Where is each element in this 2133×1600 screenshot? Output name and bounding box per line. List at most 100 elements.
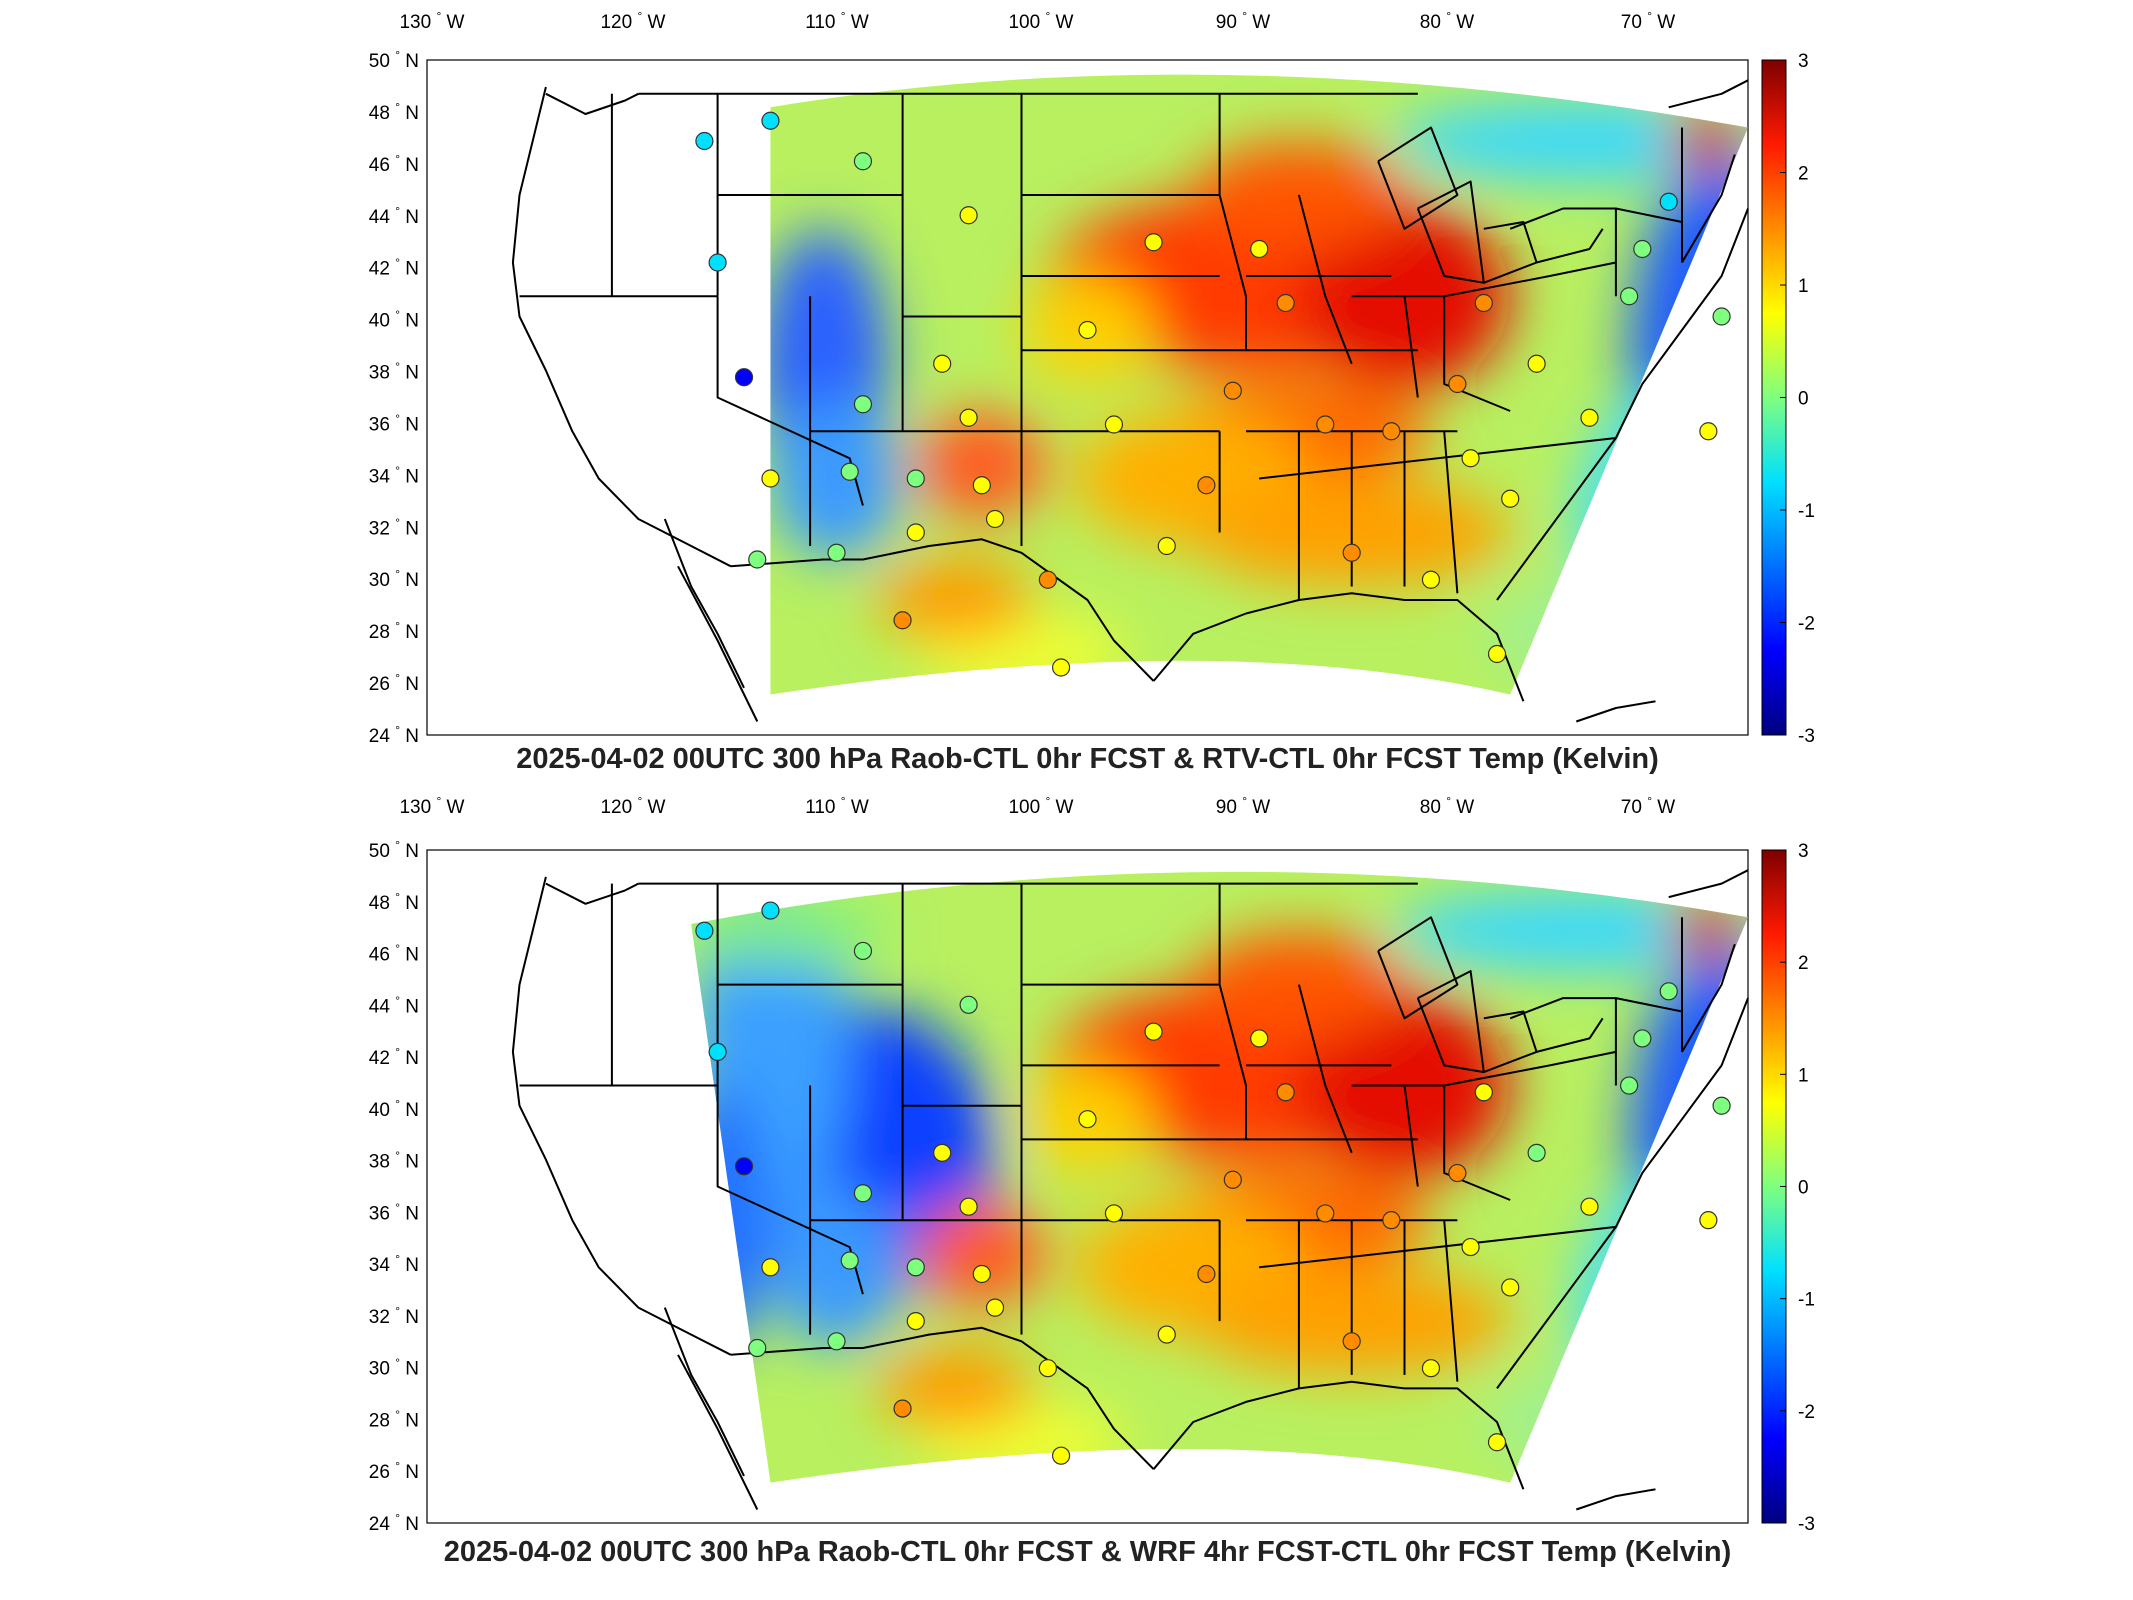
colorbar-tick-label: 0 xyxy=(1798,1178,1809,1199)
lon-tick-label: 70 ° W xyxy=(1621,794,1676,818)
lat-tick-label: 32 ° N xyxy=(369,515,419,539)
raob-station-marker xyxy=(1104,1204,1124,1223)
raob-station-marker xyxy=(906,1258,925,1277)
lon-tick-label: 110 ° W xyxy=(805,9,869,33)
border-line xyxy=(1444,1050,1617,1087)
lon-tick-label: 120 ° W xyxy=(600,794,665,818)
lat-tick-label: 34 ° N xyxy=(369,463,419,487)
raob-station-marker xyxy=(761,469,780,488)
raob-station-marker xyxy=(1276,293,1295,313)
raob-station-marker xyxy=(1038,570,1057,589)
raob-station-marker xyxy=(1487,1433,1507,1452)
raob-station-marker xyxy=(853,395,873,414)
lat-tick-label: 26 ° N xyxy=(369,671,419,695)
colorbar-tick-label: -2 xyxy=(1798,614,1815,635)
lon-tick-label: 80 ° W xyxy=(1420,794,1475,818)
raob-station-marker xyxy=(1474,1083,1493,1102)
border-line xyxy=(1297,194,1353,365)
lat-tick-label: 38 ° N xyxy=(369,1149,419,1173)
raob-station-marker xyxy=(1382,422,1401,441)
lon-tick-label: 80 ° W xyxy=(1420,9,1475,33)
raob-station-marker xyxy=(1448,1163,1467,1183)
panel-raob-rtv-map: 130 ° W 120 ° W 110 ° W 100 ° W 90 ° W 80 ° W… xyxy=(369,9,1815,775)
lon-tick-label: 100 ° W xyxy=(1008,794,1073,818)
border-line xyxy=(511,876,732,1356)
border-line xyxy=(716,1085,864,1295)
raob-station-marker xyxy=(748,550,767,569)
colorbar-tick-label: 0 xyxy=(1798,389,1809,410)
border-line xyxy=(1536,1017,1604,1053)
lat-tick-label: 44 ° N xyxy=(369,204,419,228)
raob-station-marker xyxy=(1144,233,1163,252)
raob-station-marker xyxy=(1633,239,1652,259)
raob-station-marker xyxy=(708,1042,727,1062)
raob-station-marker xyxy=(1659,192,1678,211)
colorbar-tick-label: 2 xyxy=(1798,164,1809,185)
border-line xyxy=(1536,228,1604,264)
raob-station-marker xyxy=(1342,543,1361,562)
border-line xyxy=(663,518,745,689)
raob-station-marker xyxy=(1223,1170,1242,1189)
panel-title: 2025-04-02 00UTC 300 hPa Raob-CTL 0hr FC… xyxy=(516,743,1659,775)
colorbar-tick-label: -1 xyxy=(1798,501,1815,522)
border-line xyxy=(1152,1380,1525,1490)
border-line xyxy=(1509,207,1683,230)
raob-station-marker xyxy=(1197,476,1216,495)
lon-tick-label: 100 ° W xyxy=(1008,9,1073,33)
raob-station-marker xyxy=(1250,1029,1269,1048)
raob-station-marker xyxy=(933,354,952,373)
lat-tick-label: 36 ° N xyxy=(369,1200,419,1224)
raob-station-marker xyxy=(827,1332,846,1351)
colorbar-tick-label: 1 xyxy=(1798,1065,1809,1086)
raob-station-marker xyxy=(893,1399,912,1418)
lon-tick-label: 90 ° W xyxy=(1216,794,1271,818)
lon-tick-label: 120 ° W xyxy=(600,9,665,33)
lat-tick-label: 28 ° N xyxy=(369,619,419,643)
raob-station-marker xyxy=(933,1143,952,1162)
raob-station-marker xyxy=(1501,489,1520,508)
raob-station-marker xyxy=(748,1338,767,1358)
raob-station-marker xyxy=(1620,1076,1639,1095)
raob-station-marker xyxy=(959,408,978,427)
raob-station-marker xyxy=(695,921,714,940)
lat-tick-label: 46 ° N xyxy=(369,152,419,176)
border-line xyxy=(1443,431,1459,594)
raob-station-marker xyxy=(1461,449,1480,468)
colorbar-tick-label: -3 xyxy=(1798,1514,1815,1535)
colorbar-tick-label: 1 xyxy=(1798,276,1809,297)
raob-station-marker xyxy=(1461,1237,1480,1257)
border-line xyxy=(1443,296,1511,412)
raob-station-marker xyxy=(1316,415,1335,434)
raob-station-marker xyxy=(761,1258,780,1277)
raob-station-marker xyxy=(972,476,991,495)
raob-station-marker xyxy=(840,1251,859,1270)
raob-station-marker xyxy=(1051,658,1071,677)
raob-station-marker xyxy=(1712,307,1731,326)
raob-station-marker xyxy=(1474,293,1493,313)
border-line xyxy=(1575,700,1656,723)
raob-station-marker xyxy=(1501,1278,1520,1297)
raob-station-marker xyxy=(761,901,780,920)
lat-tick-label: 34 ° N xyxy=(369,1252,419,1276)
border-line xyxy=(1483,221,1538,284)
raob-station-marker xyxy=(1104,415,1124,434)
lat-tick-label: 50 ° N xyxy=(369,838,419,862)
panel-title: 2025-04-02 00UTC 300 hPa Raob-CTL 0hr FC… xyxy=(444,1536,1732,1568)
lat-tick-label: 30 ° N xyxy=(369,1356,419,1380)
raob-station-marker xyxy=(1712,1096,1731,1115)
lat-tick-label: 42 ° N xyxy=(369,1045,419,1069)
lat-tick-label: 24 ° N xyxy=(369,723,419,747)
raob-station-marker xyxy=(1157,536,1176,556)
lat-tick-label: 38 ° N xyxy=(369,360,419,384)
raob-station-marker xyxy=(761,111,780,130)
raob-station-marker xyxy=(1633,1029,1652,1048)
state-borders-coastline xyxy=(511,79,1749,723)
raob-station-marker xyxy=(734,1157,754,1176)
border-line xyxy=(1218,984,1247,1140)
border-line xyxy=(677,565,759,722)
lat-tick-label: 28 ° N xyxy=(369,1407,419,1431)
border-line xyxy=(1668,869,1749,899)
border-line xyxy=(1496,997,1749,1389)
raob-stations xyxy=(695,111,1731,677)
raob-station-marker xyxy=(959,206,978,225)
